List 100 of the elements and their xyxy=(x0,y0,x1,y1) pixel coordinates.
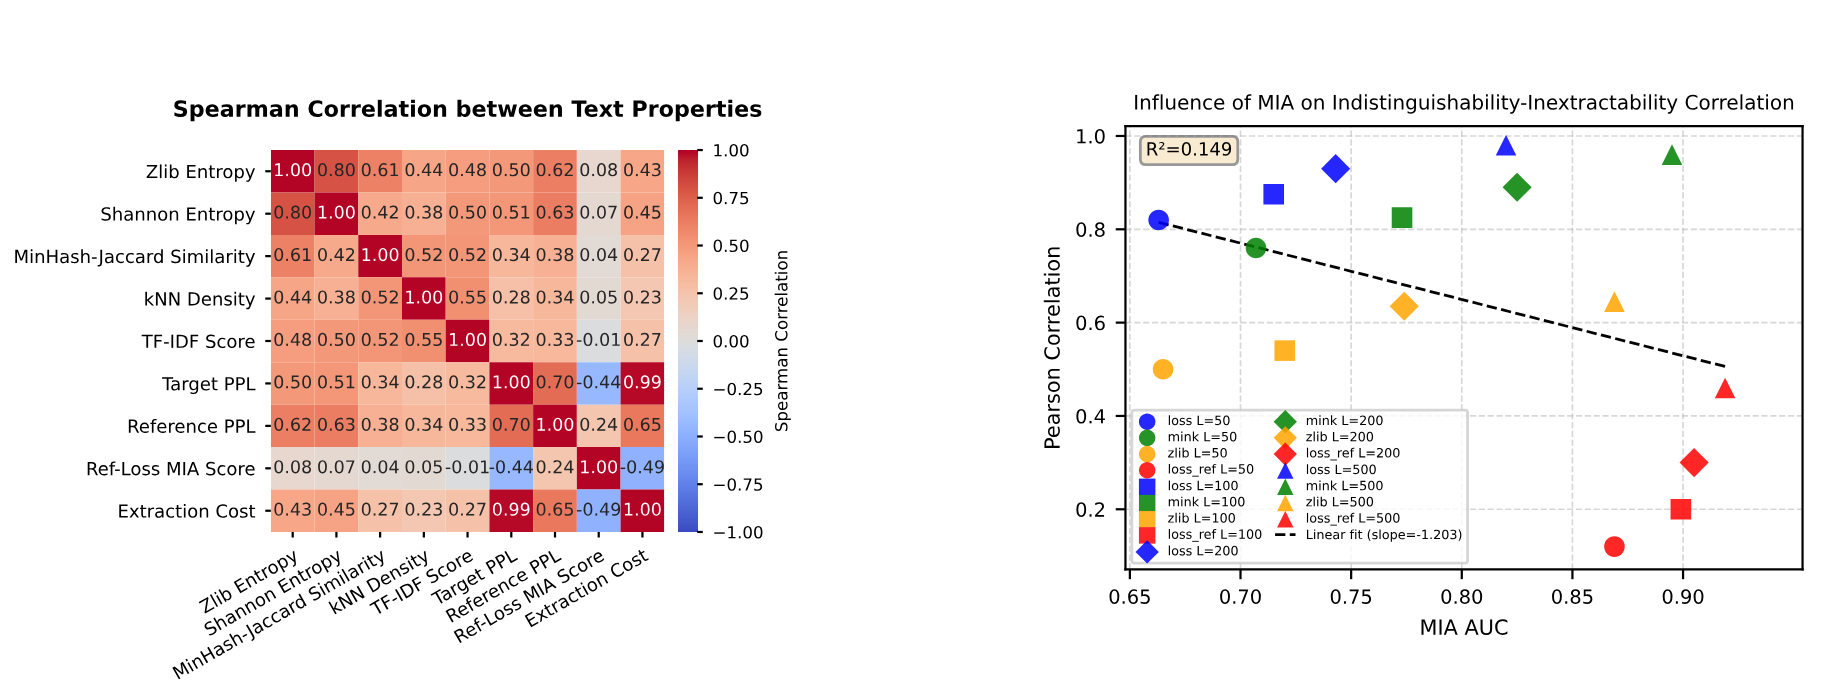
point xyxy=(1661,144,1683,165)
data-label: 1.00 xyxy=(318,205,355,219)
point xyxy=(1245,237,1267,259)
data-label: 1.00 xyxy=(450,332,486,347)
data-label: 0.08 xyxy=(274,460,311,474)
data-label: 0.23 xyxy=(405,502,442,516)
data-label: 0.38 xyxy=(318,290,355,304)
y-tick-label: 0.8 xyxy=(1076,222,1105,237)
data-label: 0.34 xyxy=(405,417,443,431)
color-bar-label: −0.25 xyxy=(714,382,763,396)
point xyxy=(1321,154,1351,184)
y-tick-label: TF-IDF Score xyxy=(141,334,255,349)
data-label: 0.43 xyxy=(274,502,311,516)
data-label: 0.52 xyxy=(361,290,398,304)
data-label: 0.27 xyxy=(449,502,486,516)
data-label: 0.33 xyxy=(536,332,574,347)
data-label: 0.27 xyxy=(624,332,661,347)
data-label: 0.38 xyxy=(536,247,574,262)
data-label: 0.24 xyxy=(580,417,618,431)
data-label: 0.07 xyxy=(318,460,355,474)
x-tick-label: 0.85 xyxy=(1552,589,1593,604)
data-label: 1.00 xyxy=(493,375,530,389)
data-label: 0.52 xyxy=(405,247,442,262)
color-bar-label: 0.50 xyxy=(713,239,749,253)
point xyxy=(1604,291,1625,312)
data-label: 0.05 xyxy=(580,290,617,304)
data-label: 0.23 xyxy=(624,290,661,304)
data-label: 0.38 xyxy=(361,417,399,431)
data-label: 0.50 xyxy=(449,205,486,219)
y-tick-label: MinHash-Jaccard Similarity xyxy=(15,249,256,267)
x-axis-title: MIA AUC xyxy=(1421,619,1508,635)
point xyxy=(1679,448,1709,478)
data-label: -0.49 xyxy=(620,460,664,474)
x-tick-label: 0.75 xyxy=(1330,589,1372,604)
data-label: 0.44 xyxy=(274,290,312,304)
y-tick-label: Reference PPL xyxy=(128,419,256,433)
point xyxy=(1389,291,1419,321)
color-bar-label: −0.50 xyxy=(714,430,763,444)
data-label: 0.55 xyxy=(449,290,486,304)
data-label: 0.80 xyxy=(274,205,312,219)
chart-title: Influence of MIA on Indistinguishability-Inextractability Correlation xyxy=(1135,94,1794,114)
data-label: 0.24 xyxy=(536,460,574,474)
annotation: R²=0.149 xyxy=(1147,142,1232,156)
data-label: -0.01 xyxy=(576,332,620,347)
color-bar-label: 0.75 xyxy=(713,191,749,205)
y-tick-label: Ref-Loss MIA Score xyxy=(87,461,255,476)
data-label: 0.99 xyxy=(492,502,530,516)
data-label: 0.63 xyxy=(318,417,355,431)
data-label: 0.70 xyxy=(492,417,530,431)
point xyxy=(1391,207,1413,228)
x-tick-label: 0.90 xyxy=(1662,589,1704,604)
data-label: 0.50 xyxy=(318,332,355,347)
data-label: 1.00 xyxy=(362,247,399,262)
data-label: 0.42 xyxy=(318,247,355,262)
color-bar-label: 1.00 xyxy=(714,144,749,157)
color-bar-label: −1.00 xyxy=(714,525,763,539)
x-tick-label: 0.80 xyxy=(1441,589,1483,604)
point xyxy=(1152,358,1174,380)
data-label: 0.43 xyxy=(624,163,661,177)
data-label: 0.62 xyxy=(274,417,311,431)
data-label: 0.80 xyxy=(318,163,355,177)
point xyxy=(1604,536,1625,557)
data-label: 0.42 xyxy=(361,205,398,219)
y-tick-label: 1.0 xyxy=(1077,128,1105,144)
y-tick-label: Shannon Entropy xyxy=(101,206,256,225)
x-tick-label: 0.70 xyxy=(1220,589,1261,604)
data-label: 0.38 xyxy=(405,205,443,219)
data-label: 1.00 xyxy=(624,502,661,516)
point xyxy=(1148,209,1169,231)
point xyxy=(1502,172,1532,202)
data-label: 0.48 xyxy=(274,332,311,347)
color-bar-label: 0.25 xyxy=(713,287,749,300)
y-tick-label: Zlib Entropy xyxy=(146,164,256,182)
data-label: 0.99 xyxy=(624,375,661,389)
data-label: 0.61 xyxy=(274,247,311,262)
data-label: 0.28 xyxy=(405,375,443,389)
data-label: -0.44 xyxy=(489,460,533,474)
y-tick-label: kNN Density xyxy=(145,291,256,310)
color-bar-title: Spearman Correlation xyxy=(774,251,791,432)
data-label: 0.65 xyxy=(536,502,573,516)
data-label: 0.48 xyxy=(449,163,486,177)
data-label: 0.51 xyxy=(492,205,530,219)
color-bar-label: 0.00 xyxy=(713,334,749,348)
y-tick-label: 0.6 xyxy=(1076,315,1105,331)
y-tick-label: 0.4 xyxy=(1076,408,1105,424)
point xyxy=(1670,498,1692,520)
data-label: 0.04 xyxy=(580,247,618,262)
data-label: 0.50 xyxy=(492,163,530,177)
y-axis-title: Pearson Correlation xyxy=(1043,247,1060,448)
point xyxy=(1495,135,1517,156)
data-label: 0.04 xyxy=(361,460,399,474)
x-tick-label: 0.65 xyxy=(1109,589,1150,604)
data-label: 1.00 xyxy=(275,163,312,177)
chart-title: Spearman Correlation between Text Properties xyxy=(174,99,762,122)
data-label: 0.34 xyxy=(536,290,574,304)
point xyxy=(1263,184,1284,205)
data-label: 0.63 xyxy=(536,205,574,219)
point xyxy=(1274,340,1296,361)
data-label: 0.27 xyxy=(624,247,661,262)
data-label: 0.34 xyxy=(492,247,530,262)
